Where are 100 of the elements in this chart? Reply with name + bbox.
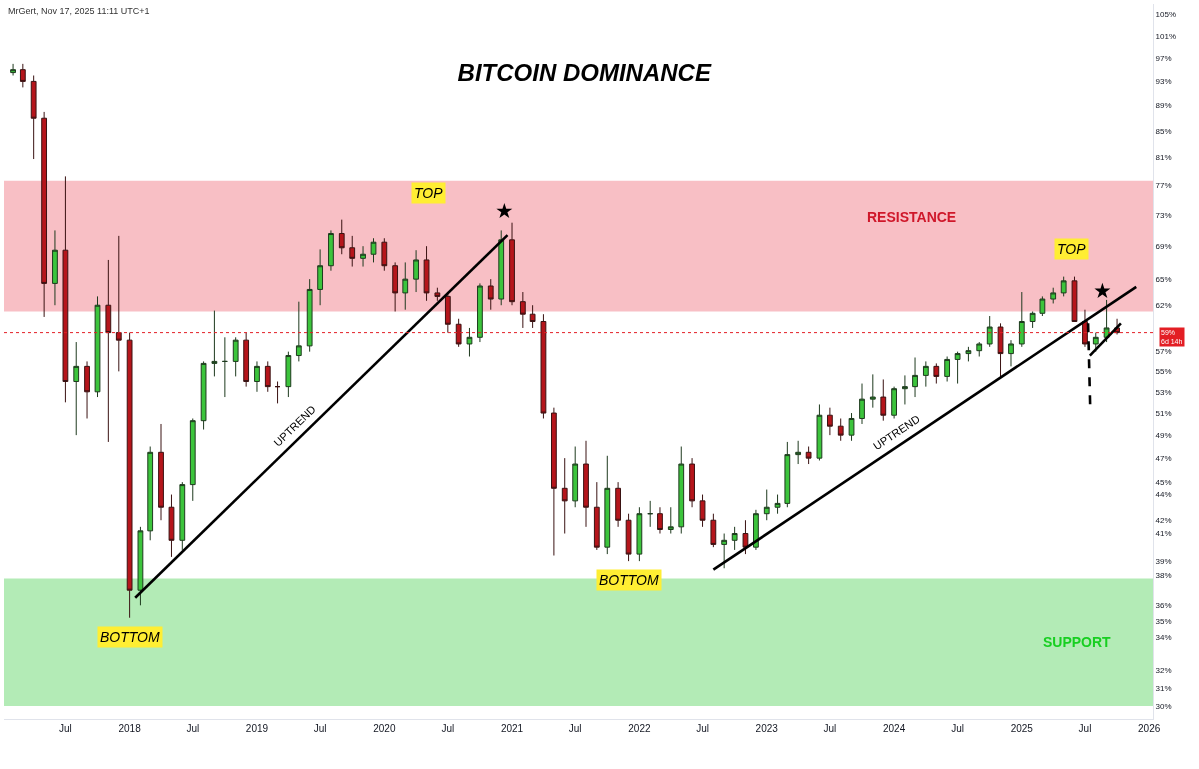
candlestick [902, 374, 908, 405]
candlestick [381, 237, 388, 272]
annotation: BOTTOM [100, 629, 160, 645]
candlestick [168, 494, 175, 558]
candlestick [763, 489, 770, 521]
y-tick-label: 38% [1155, 571, 1172, 581]
candlestick [731, 526, 738, 551]
y-tick-label: 41% [1155, 529, 1172, 539]
candlestick [997, 322, 1004, 379]
candlestick [933, 362, 940, 385]
candlestick [73, 341, 80, 436]
y-tick-label: 77% [1155, 181, 1172, 191]
candlestick [689, 457, 695, 508]
y-tick-label: 105% [1155, 10, 1177, 20]
candlestick [243, 332, 250, 388]
y-tick-label: 42% [1155, 516, 1172, 526]
candlestick [561, 457, 568, 535]
candlestick [827, 407, 833, 436]
candlestick [487, 278, 494, 311]
candlestick [392, 261, 399, 312]
y-tick-label: 65% [1155, 274, 1172, 284]
candlestick [94, 295, 101, 398]
candlestick [1071, 276, 1078, 322]
candlestick [232, 336, 239, 377]
candlestick [402, 261, 409, 311]
candlestick [295, 301, 302, 362]
candlestick [604, 455, 611, 555]
x-tick-label: Jul [696, 723, 709, 734]
annotation: MrGert, Nov 17, 2025 11:11 UTC+1 [8, 6, 150, 16]
candlestick [370, 237, 377, 263]
y-tick-label: 57% [1155, 347, 1172, 357]
candlestick [848, 412, 855, 442]
x-tick-label: Jul [1078, 723, 1092, 734]
candlestick [1008, 339, 1014, 367]
candlestick [912, 356, 918, 398]
x-tick-label: 2020 [373, 723, 396, 734]
candlestick [657, 506, 663, 535]
candlestick [338, 219, 345, 255]
candlestick [413, 249, 419, 293]
candlestick [317, 248, 324, 306]
x-tick-label: Jul [441, 723, 455, 734]
candlestick [667, 506, 674, 535]
y-tick-label: 45% [1155, 477, 1172, 487]
y-tick-label: 53% [1155, 387, 1172, 397]
candlestick [434, 287, 441, 302]
candlestick [477, 282, 483, 343]
annotation: TOP [414, 185, 444, 201]
y-tick-label: 62% [1155, 301, 1172, 311]
candlestick [976, 341, 983, 358]
candlestick [583, 440, 589, 528]
candlestick [869, 373, 876, 409]
candlestick [105, 259, 112, 443]
x-tick-label: 2022 [628, 723, 651, 734]
candlestick [636, 506, 643, 562]
x-tick-label: 2026 [1138, 723, 1161, 734]
candlestick [774, 494, 781, 515]
y-tick-label: 85% [1155, 126, 1172, 136]
text: BITCOIN DOMINANCE [457, 59, 712, 87]
candlestick [986, 315, 993, 348]
y-tick-label: 39% [1155, 556, 1172, 566]
candlestick [753, 509, 759, 551]
y-tick-label: 34% [1155, 632, 1172, 642]
candlestick [529, 304, 536, 329]
candlestick [349, 235, 356, 268]
candlestick [837, 417, 844, 442]
candlestick [147, 446, 154, 541]
annotation: BOTTOM [599, 572, 659, 588]
y-tick-label: 35% [1155, 616, 1172, 626]
candlestick [519, 291, 526, 329]
candlestick [84, 360, 90, 419]
x-tick-label: Jul [186, 723, 200, 734]
candlestick [965, 346, 972, 362]
candlestick [1029, 311, 1036, 329]
x-tick-label: 2021 [500, 723, 524, 734]
candlestick [328, 229, 334, 272]
band-label: RESISTANCE [867, 209, 957, 225]
candlestick [699, 494, 706, 528]
candlestick [158, 423, 164, 521]
candlestick [551, 407, 557, 556]
candlestick [615, 481, 621, 528]
candlestick [625, 513, 632, 562]
x-tick-label: Jul [313, 723, 327, 734]
candlestick [1060, 276, 1067, 297]
y-tick-label: 44% [1155, 490, 1172, 500]
y-tick-label: 49% [1155, 430, 1172, 440]
y-tick-label: 30% [1155, 701, 1172, 711]
candlestick [455, 318, 462, 348]
candlestick [805, 446, 812, 465]
y-tick-label: 55% [1155, 367, 1172, 377]
candlestick [509, 222, 515, 306]
candlestick [678, 446, 685, 535]
candlestick [572, 446, 579, 508]
x-tick-label: 2019 [245, 723, 269, 734]
candlestick [52, 229, 58, 306]
x-tick-label: Jul [568, 723, 582, 734]
x-tick-label: 2025 [1010, 723, 1034, 734]
y-tick-label: 32% [1155, 666, 1172, 676]
candlestick [1103, 299, 1110, 343]
candlestick [285, 351, 292, 398]
candlestick [742, 519, 749, 555]
